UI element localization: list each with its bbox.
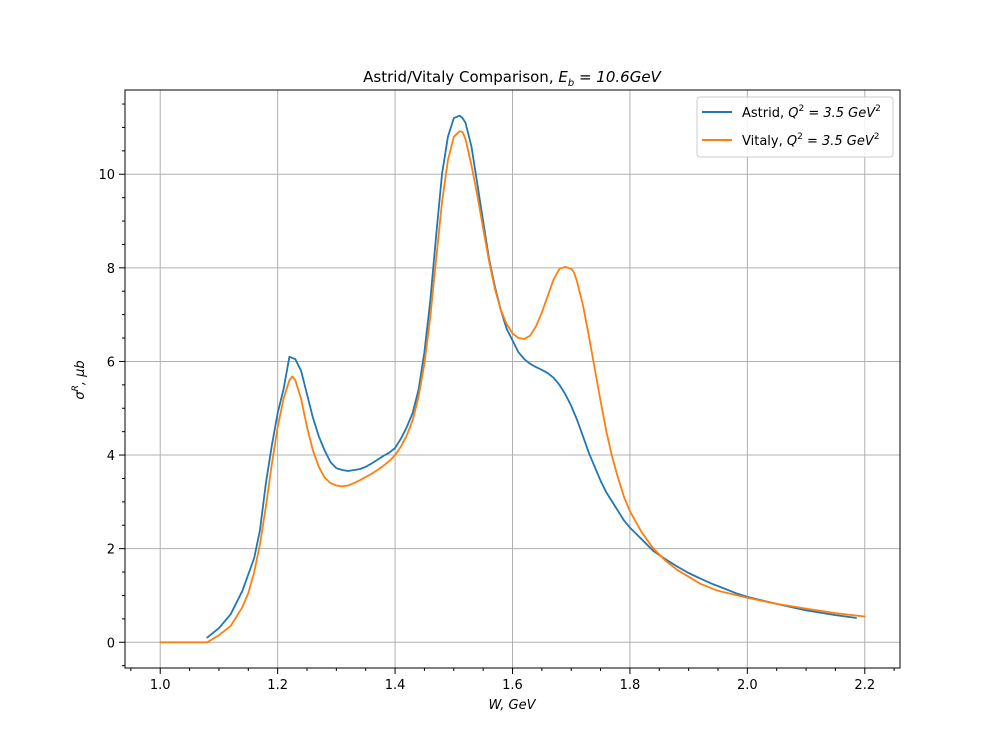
- y-tick-label: 2: [107, 543, 115, 558]
- chart-title: Astrid/Vitaly Comparison, Eb = 10.6GeV: [363, 68, 662, 89]
- x-tick-label: 1.2: [267, 678, 288, 693]
- series-line-astrid: [206, 114, 857, 639]
- y-tick-label: 0: [107, 636, 115, 651]
- x-tick-label: 1.0: [150, 678, 171, 693]
- series-line-vitaly: [159, 130, 866, 644]
- y-tick-label: 4: [107, 449, 115, 464]
- x-tick-label: 2.0: [737, 678, 758, 693]
- y-tick-label: 6: [107, 355, 115, 370]
- x-axis-label: W, GeV: [488, 698, 536, 713]
- legend-box: [696, 96, 894, 158]
- y-axis-label: σR, μb: [71, 360, 88, 399]
- x-tick-label: 2.2: [854, 678, 875, 693]
- legend-label-vitaly: Vitaly, Q2 = 3.5 GeV2: [742, 132, 880, 149]
- legend-label-astrid: Astrid, Q2 = 3.5 GeV2: [742, 104, 881, 121]
- x-tick-label: 1.8: [620, 678, 641, 693]
- x-tick-label: 1.6: [502, 678, 523, 693]
- y-tick-label: 8: [107, 262, 115, 277]
- y-tick-label: 10: [98, 168, 115, 183]
- series-layer: [159, 114, 866, 644]
- x-tick-label: 1.4: [385, 678, 406, 693]
- legend: Astrid, Q2 = 3.5 GeV2 Vitaly, Q2 = 3.5 G…: [696, 96, 894, 158]
- axis-ticks: 1.0 1.2 1.4 1.6 1.8 2.0 2.2 0 2 4 6 8 10: [98, 103, 895, 693]
- grid-lines: [125, 90, 900, 668]
